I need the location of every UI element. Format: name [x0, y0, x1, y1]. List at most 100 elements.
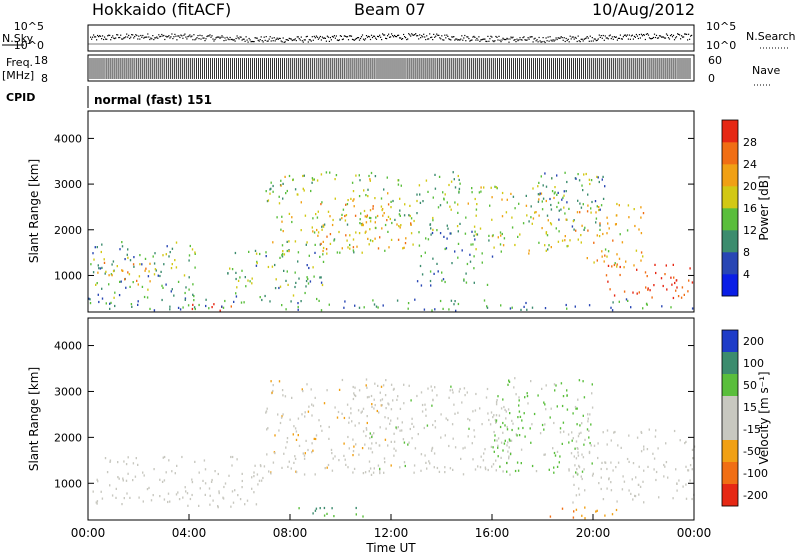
range-cell: [608, 477, 610, 480]
range-cell: [566, 408, 569, 411]
range-cell: [548, 244, 550, 247]
range-cell: [411, 437, 413, 440]
range-cell: [575, 457, 578, 460]
range-cell: [358, 306, 361, 309]
range-cell: [137, 300, 139, 303]
range-cell: [649, 289, 651, 292]
xtick-label: 20:00: [576, 526, 611, 540]
range-cell: [192, 303, 194, 306]
range-cell: [311, 414, 313, 417]
range-cell: [305, 243, 307, 246]
range-cell: [427, 238, 430, 241]
range-cell: [112, 270, 115, 273]
velocity-data: [92, 377, 696, 520]
range-cell: [251, 487, 253, 490]
range-cell: [278, 286, 280, 290]
range-cell: [434, 420, 436, 423]
range-cell: [507, 383, 509, 386]
range-cell: [591, 406, 594, 409]
range-cell: [320, 425, 322, 428]
range-cell: [312, 512, 314, 515]
range-cell: [431, 231, 434, 235]
range-cell: [588, 429, 590, 432]
range-cell: [670, 276, 672, 279]
range-cell: [432, 398, 434, 401]
range-cell: [326, 512, 328, 515]
colorbar-tick: -15: [743, 423, 761, 436]
range-cell: [297, 308, 299, 311]
range-cell: [516, 434, 518, 437]
range-cell: [689, 267, 691, 270]
range-cell: [353, 467, 356, 470]
range-cell: [462, 447, 464, 450]
range-cell: [360, 411, 362, 414]
range-cell: [118, 294, 121, 297]
range-cell: [88, 297, 90, 300]
range-cell: [409, 214, 411, 218]
range-cell: [380, 385, 383, 388]
range-cell: [311, 177, 314, 180]
range-cell: [285, 446, 287, 449]
range-cell: [218, 490, 220, 493]
range-cell: [270, 380, 272, 383]
xtick-label: 00:00: [677, 526, 712, 540]
range-cell: [319, 255, 321, 258]
range-cell: [272, 190, 274, 193]
ytick-label: 2000: [54, 224, 82, 237]
range-cell: [562, 196, 564, 199]
range-cell: [514, 377, 516, 380]
range-cell: [347, 466, 349, 469]
range-cell: [203, 459, 206, 462]
range-cell: [161, 284, 163, 287]
range-cell: [291, 220, 293, 224]
range-cell: [312, 178, 314, 181]
range-cell: [588, 178, 591, 181]
range-cell: [117, 476, 119, 479]
range-cell: [581, 514, 583, 517]
range-cell: [578, 487, 580, 490]
range-cell: [372, 471, 375, 474]
range-cell: [320, 203, 322, 206]
range-cell: [635, 249, 638, 252]
range-cell: [341, 378, 344, 382]
range-cell: [633, 264, 635, 267]
range-cell: [473, 234, 475, 237]
colorbar-tick: 24: [743, 158, 757, 171]
range-cell: [640, 450, 643, 453]
range-cell: [97, 293, 99, 296]
range-cell: [675, 289, 677, 292]
range-cell: [503, 237, 506, 240]
range-cell: [562, 421, 565, 424]
range-cell: [353, 394, 356, 397]
range-cell: [361, 224, 363, 227]
range-cell: [315, 213, 317, 216]
range-cell: [430, 449, 433, 452]
range-cell: [590, 423, 592, 426]
range-cell: [329, 242, 332, 245]
range-cell: [543, 428, 545, 431]
range-cell: [244, 276, 246, 279]
range-cell: [305, 439, 307, 442]
range-cell: [642, 212, 645, 215]
range-cell: [204, 482, 207, 485]
range-cell: [205, 304, 207, 308]
range-cell: [316, 216, 319, 219]
range-cell: [166, 245, 168, 248]
freq-strip: Freq. [MHz] 18 8 60 0 Nave: [2, 54, 780, 86]
range-cell: [295, 438, 298, 441]
range-cell: [502, 449, 504, 452]
range-cell: [280, 184, 282, 187]
colorbar-cell: [722, 120, 738, 143]
range-cell: [432, 228, 434, 231]
range-cell: [312, 266, 314, 269]
range-cell: [474, 230, 476, 233]
range-cell: [264, 294, 266, 298]
range-cell: [450, 208, 452, 211]
range-cell: [561, 507, 564, 510]
range-cell: [127, 456, 129, 459]
range-cell: [384, 461, 386, 464]
range-cell: [212, 499, 214, 502]
range-cell: [239, 276, 241, 279]
range-cell: [661, 305, 663, 308]
